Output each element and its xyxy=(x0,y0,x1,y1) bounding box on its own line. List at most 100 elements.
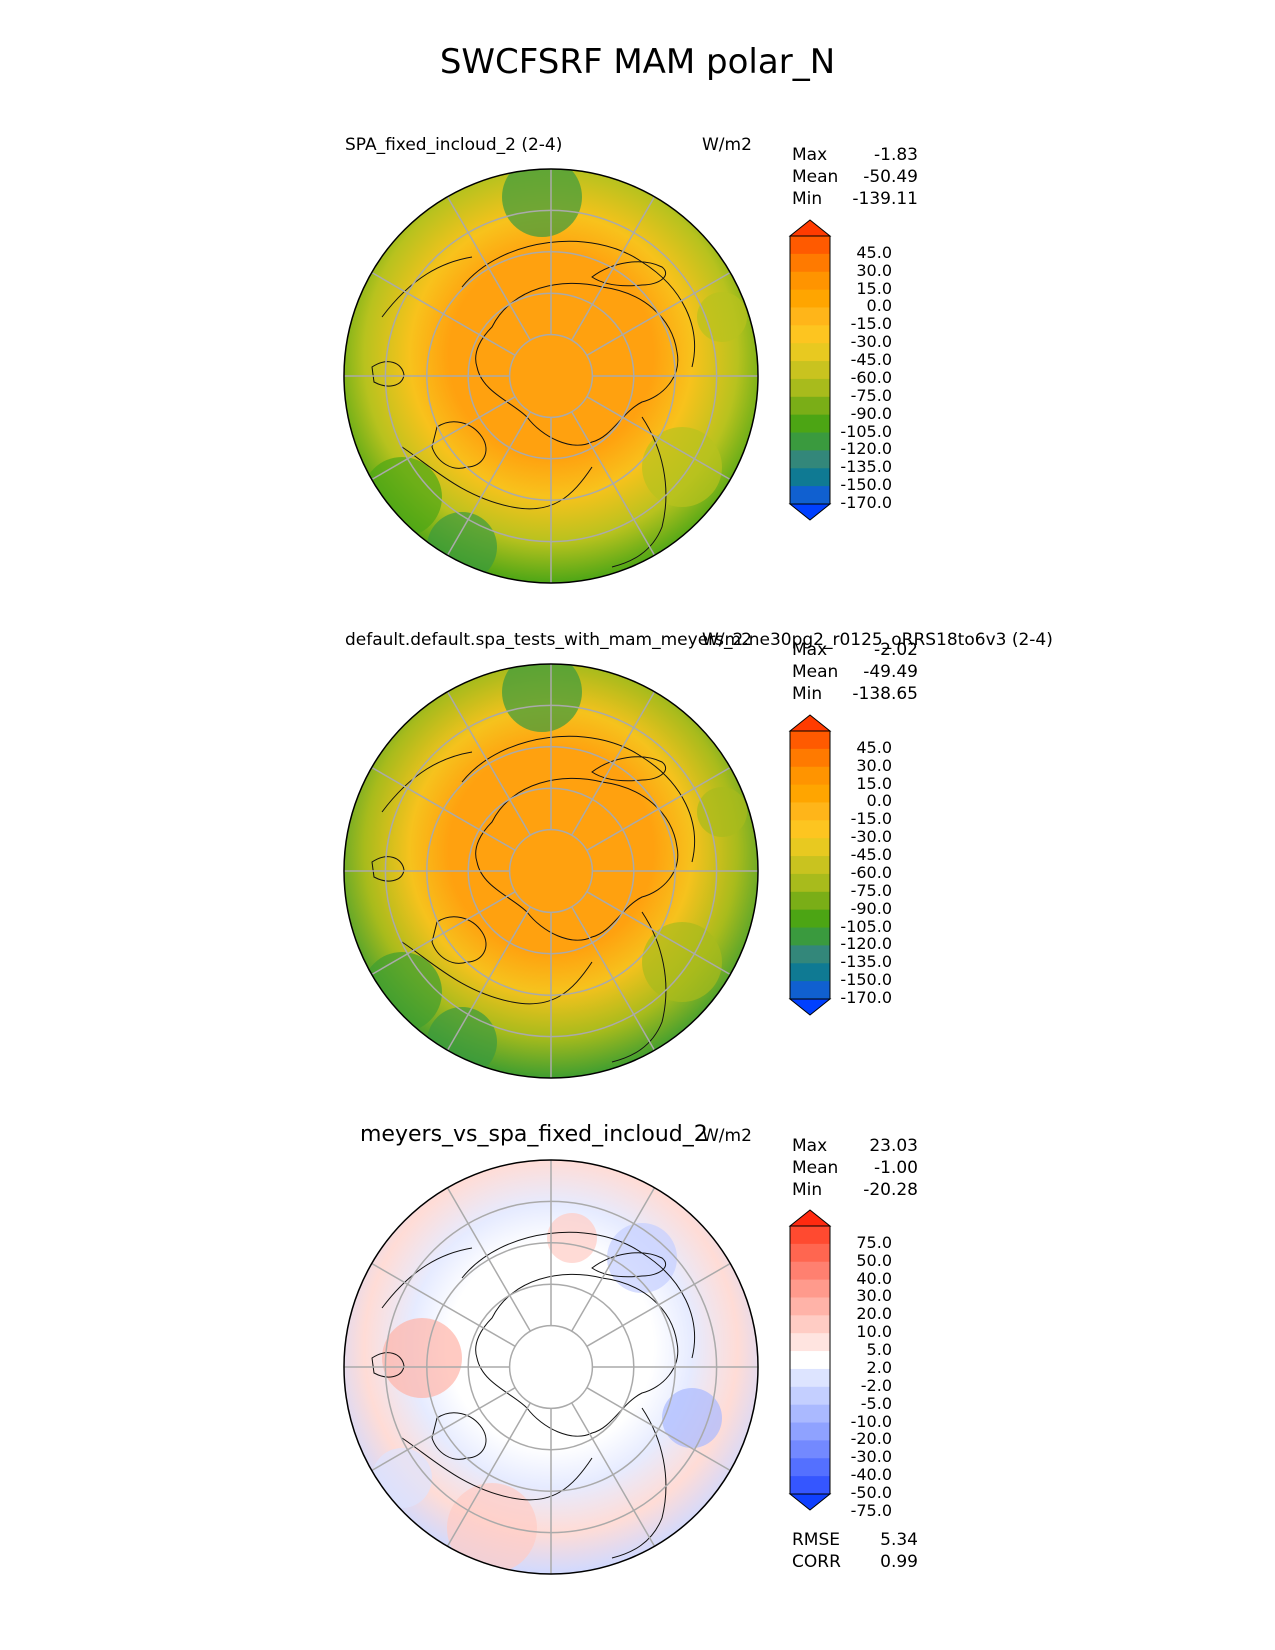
panel-3-colorbar-tick: 2.0 xyxy=(866,1357,892,1377)
panel-2-meridian xyxy=(571,691,656,836)
panel-2-mean-value: -49.49 xyxy=(863,662,918,682)
panel-1-colorbar-tick: 0.0 xyxy=(866,296,892,316)
panel-3-colorbar-segment xyxy=(790,1476,830,1495)
panel-1-blob xyxy=(502,169,582,237)
panel-2-blob xyxy=(362,952,442,1032)
panel-2-colorbar-tick: -30.0 xyxy=(850,827,892,847)
panel-3-colorbar-segment xyxy=(790,1226,830,1245)
panel-2-map-border xyxy=(343,663,759,1079)
panel-2-colorbar-segment xyxy=(790,927,830,946)
panel-1-colorbar-tick: -75.0 xyxy=(850,385,892,405)
panel-1-meridian xyxy=(586,396,731,481)
panel-3-colorbar-tick: -30.0 xyxy=(850,1447,892,1467)
panel-1-colorbar-tick: -60.0 xyxy=(850,367,892,387)
panel-2-colorbar-tick: 45.0 xyxy=(856,737,892,757)
panel-1-colorbar-segment xyxy=(790,325,830,344)
panel-2-title: default.default.spa_tests_with_mam_meyer… xyxy=(345,630,1053,650)
panel-1-colorbar-segment xyxy=(790,361,830,380)
panel-2-max-label: Max xyxy=(792,640,828,660)
panel-2-mean-label: Mean xyxy=(792,662,839,682)
panel-1-colorbar-segment xyxy=(790,414,830,434)
panel-3-rmse-value: 5.34 xyxy=(880,1530,918,1550)
panel-3-colorbar-segment xyxy=(790,1261,830,1281)
panel-2-colorbar-frame xyxy=(789,730,831,1000)
panel-3-colorbar-tick: -50.0 xyxy=(850,1483,892,1502)
panel-1-coastline xyxy=(461,240,696,368)
panel-1-meridian xyxy=(571,196,656,341)
panel-2-colorbar-segment xyxy=(790,963,830,982)
panel-3-meridian xyxy=(586,1387,731,1472)
panel-1-colorbar-tick: 30.0 xyxy=(856,260,892,280)
panel-3-colorbar-tick: 75.0 xyxy=(856,1232,892,1252)
panel-3-coastline xyxy=(431,1412,487,1460)
panel-1-colorbar-segment xyxy=(790,486,830,505)
panel-3-colorbar-tick: -2.0 xyxy=(860,1375,892,1395)
panel-2-colorbar-segment xyxy=(790,748,830,768)
panel-3-colorbar-segment xyxy=(790,1404,830,1424)
panel-3-blob xyxy=(372,1448,432,1508)
panel-2-colorbar-tick: -60.0 xyxy=(850,862,892,882)
panel-2-blob xyxy=(427,1007,497,1077)
panel-1-colorbar-tick: -120.0 xyxy=(840,439,892,459)
panel-1-colorbar-tick: -170.0 xyxy=(840,493,892,512)
panel-2-colorbar-tick: -15.0 xyxy=(850,809,892,829)
panel-2-colorbar-segment xyxy=(790,838,830,857)
panel-1-min-value: -139.11 xyxy=(852,189,918,209)
panel-1-mean-value: -50.49 xyxy=(863,167,918,187)
panel-1-colorbar-tick: -30.0 xyxy=(850,332,892,352)
panel-1-colorbar-frame xyxy=(789,235,831,505)
panel-1-max-value: -1.83 xyxy=(874,145,918,165)
panel-1-colorbar-segment xyxy=(790,343,830,362)
panel-3-colorbar-tick: -75.0 xyxy=(850,1500,892,1520)
panel-3-min-label: Min xyxy=(792,1180,823,1200)
panel-2-colorbar-segment xyxy=(790,802,830,821)
panel-1-map-border xyxy=(343,168,759,584)
panel-3-colorbar-segment xyxy=(790,1386,830,1406)
panel-1-colorbar xyxy=(788,219,832,521)
panel-3-blob xyxy=(662,1388,722,1448)
panel-2-colorbar-segment xyxy=(790,909,830,929)
panel-1-colorbar-segment xyxy=(790,289,830,308)
panel-2-colorbar-segment xyxy=(790,766,830,786)
panel-1-max-label: Max xyxy=(792,145,828,165)
panel-1-coastline xyxy=(401,446,593,510)
panel-3-corr-value: 0.99 xyxy=(880,1552,918,1572)
panel-2-colorbar-tick: -105.0 xyxy=(840,916,892,936)
panel-1-mean-label: Mean xyxy=(792,167,839,187)
panel-1-blob xyxy=(427,512,497,582)
panel-3-colorbar-segment xyxy=(790,1333,830,1352)
panel-3-blob xyxy=(547,1213,597,1263)
panel-1-blob xyxy=(697,292,747,342)
panel-1-colorbar-tick: -135.0 xyxy=(840,457,892,477)
panel-1-colorbar-tick: -45.0 xyxy=(850,350,892,370)
panel-1-blob xyxy=(362,457,442,537)
panel-1-coastline xyxy=(381,256,473,318)
panel-1-colorbar-segment xyxy=(790,236,830,255)
panel-1-colorbar-segment xyxy=(790,450,830,469)
panel-2-meridian xyxy=(586,891,731,976)
panel-1-colorbar-segment xyxy=(790,468,830,487)
panel-3-map-border xyxy=(343,1159,759,1575)
panel-3-colorbar-segment xyxy=(790,1315,830,1334)
panel-1-meridian xyxy=(371,396,516,481)
panel-2-colorbar-segment xyxy=(790,856,830,875)
panel-2-colorbar-segment xyxy=(790,731,830,750)
panel-3-coastline xyxy=(401,1437,593,1501)
panel-1-colorbar-extend-top xyxy=(788,219,832,237)
panel-3-colorbar-tick: 20.0 xyxy=(856,1304,892,1324)
panel-2-meridian xyxy=(446,691,531,836)
panel-3-colorbar-tick: -20.0 xyxy=(850,1429,892,1449)
panel-2-blob xyxy=(502,664,582,732)
panel-3-colorbar-segment xyxy=(790,1279,830,1298)
panel-3-units: W/m2 xyxy=(702,1126,752,1146)
panel-2-colorbar-tick: 15.0 xyxy=(856,773,892,793)
panel-1-title: SPA_fixed_incloud_2 (2-4) xyxy=(345,135,563,155)
panel-3-colorbar-segment xyxy=(790,1243,830,1263)
panel-3-blob xyxy=(447,1483,537,1573)
panel-3-colorbar-tick: -40.0 xyxy=(850,1465,892,1485)
panel-3-colorbar-segment xyxy=(790,1297,830,1316)
panel-1-meridian xyxy=(446,196,531,341)
panel-3-colorbar-segment xyxy=(790,1351,830,1370)
panel-1-colorbar-tick: 15.0 xyxy=(856,278,892,298)
panel-2-coastline xyxy=(461,735,696,863)
